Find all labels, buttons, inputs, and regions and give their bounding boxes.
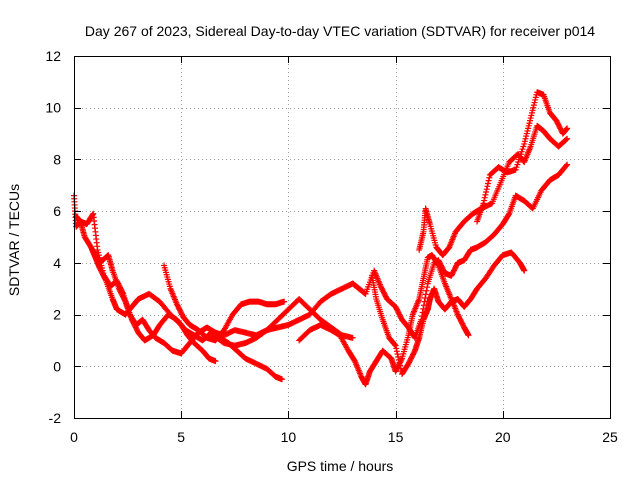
series-track-c [90,246,285,383]
data-point [564,161,571,168]
data-point [564,125,571,132]
x-tick-label: 20 [495,429,511,445]
y-tick-label: 4 [53,255,61,271]
data-point [563,162,570,169]
series-track-g [369,249,528,378]
data-point [484,183,491,190]
series-track-f [296,252,472,388]
data-point [281,298,288,305]
data-point [424,284,431,291]
x-tick-label: 5 [177,429,185,445]
data-point [397,362,404,369]
axis-ticks [74,56,611,419]
x-tick-label: 15 [388,429,404,445]
data-point [485,177,492,184]
y-tick-label: 8 [53,151,61,167]
data-point [482,191,489,198]
y-tick-label: 2 [53,307,61,323]
series-track-i [474,89,571,225]
data-point [395,353,402,360]
data-point [564,135,571,142]
data-point [486,174,493,181]
x-tick-label: 25 [602,429,618,445]
data-point [396,359,403,366]
y-tick-label: 6 [53,203,61,219]
chart-title: Day 267 of 2023, Sidereal Day-to-day VTE… [85,23,595,39]
series-track-e [210,161,571,349]
data-point [422,291,429,298]
x-tick-label: 10 [281,429,297,445]
plot-frame [74,56,611,419]
data-point [481,197,488,204]
y-tick-label: 0 [53,358,61,374]
data-point [483,186,490,193]
data-point [505,211,512,218]
data-point [485,180,492,187]
grid-lines [74,56,610,418]
data-point [394,351,401,358]
data-point [391,341,398,348]
series-track-d [161,262,288,344]
data-point [392,342,399,349]
y-tick-label: -2 [49,410,62,426]
data-point [212,358,219,365]
data-points [71,89,571,388]
data-point [393,345,400,352]
data-point [278,376,285,383]
data-point [563,136,570,143]
y-tick-label: 10 [45,100,61,116]
series-track-h [416,122,571,259]
y-tick-label: 12 [45,48,61,64]
data-point [349,334,356,341]
data-point [121,297,128,304]
tick-labels: 0 5 10 15 20 25 -2 0 2 4 6 8 10 12 [45,48,618,445]
x-axis-label: GPS time / hours [287,458,394,474]
x-tick-label: 0 [70,429,78,445]
data-point [465,332,472,339]
data-point [483,189,490,196]
data-point [423,287,430,294]
data-point [395,356,402,363]
data-point [434,261,441,268]
data-point [481,194,488,201]
data-point [422,295,429,302]
data-point [521,267,528,274]
data-point [480,200,487,207]
y-axis-label: SDTVAR / TECUs [6,184,22,296]
data-point [393,348,400,355]
